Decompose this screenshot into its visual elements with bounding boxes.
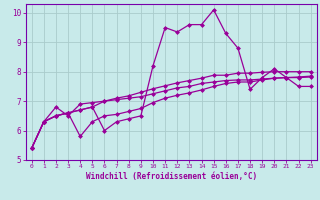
X-axis label: Windchill (Refroidissement éolien,°C): Windchill (Refroidissement éolien,°C) (86, 172, 257, 181)
